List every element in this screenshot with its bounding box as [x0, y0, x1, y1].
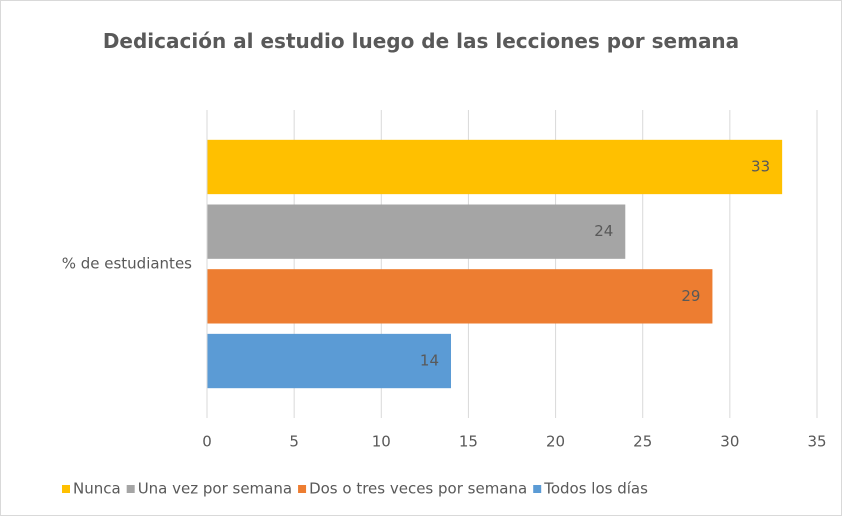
value-label: 24: [594, 222, 613, 240]
legend-swatch: [126, 485, 135, 493]
legend-label: Nunca: [73, 480, 121, 498]
value-label: 29: [681, 287, 700, 305]
x-tick-label: 25: [633, 433, 652, 451]
legend-swatch: [62, 485, 70, 493]
y-tick-label: % de estudiantes: [62, 255, 192, 273]
bar: [207, 204, 626, 259]
value-label: 14: [420, 352, 439, 370]
x-tick-label: 5: [289, 433, 299, 451]
legend-label: Dos o tres veces por semana: [309, 480, 527, 498]
x-tick-label: 10: [372, 433, 391, 451]
bar: [207, 269, 713, 324]
x-tick-label: 0: [202, 433, 212, 451]
chart-title: Dedicación al estudio luego de las lecci…: [102, 29, 740, 53]
x-tick-label: 30: [720, 433, 739, 451]
x-tick-label: 35: [807, 433, 826, 451]
legend-swatch: [533, 485, 542, 493]
value-label: 33: [751, 157, 770, 175]
x-tick-label: 15: [459, 433, 478, 451]
legend-swatch: [298, 485, 307, 493]
legend-label: Todos los días: [543, 480, 648, 498]
bar: [207, 333, 451, 389]
x-tick-label: 20: [546, 433, 565, 451]
bar: [207, 139, 783, 195]
legend-label: Una vez por semana: [138, 480, 292, 498]
